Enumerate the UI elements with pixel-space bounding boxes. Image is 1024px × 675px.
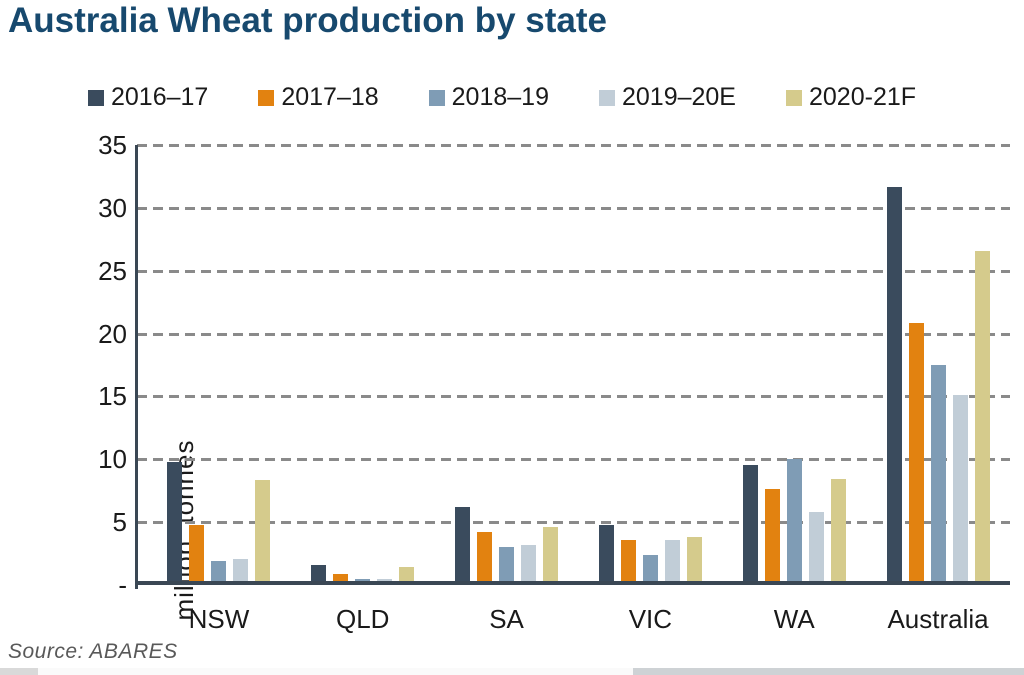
legend-item-2019–20E: 2019–20E [598, 83, 736, 112]
y-axis-line [135, 145, 138, 589]
legend-label: 2017–18 [281, 83, 379, 111]
bar-group-QLD [291, 145, 435, 585]
bar-VIC-2017–18 [620, 539, 636, 585]
x-axis-line [135, 581, 1010, 585]
legend-item-2017–18: 2017–18 [258, 83, 379, 112]
bottom-strip [0, 668, 1024, 675]
bar-Australia-2016–17 [886, 187, 902, 585]
y-tick-label-25: 25 [98, 255, 127, 286]
legend-swatch-icon [88, 89, 104, 106]
bar-Australia-2017–18 [908, 323, 924, 585]
y-tick-label-5: 5 [112, 507, 127, 538]
bar-VIC-2019–20E [664, 539, 680, 585]
bar-group-VIC [578, 145, 722, 585]
legend-swatch-icon [598, 89, 615, 106]
bar-Australia-2018–19 [930, 364, 946, 585]
gridline-25 [137, 269, 1010, 273]
legend: 2016–17 2017–18 2018–19 2019–20E 2020-21F [88, 83, 916, 112]
gridline-35 [137, 144, 1010, 147]
x-axis-label-QLD: QLD [336, 604, 390, 634]
bar-group-Australia [866, 145, 1010, 585]
legend-item-2016–17: 2016–17 [88, 83, 208, 112]
bar-SA-2018–19 [499, 547, 515, 585]
bottom-strip-right-segment [633, 668, 1024, 675]
x-axis-label-WA: WA [773, 604, 815, 634]
bar-VIC-2020-21F [686, 537, 702, 585]
bar-SA-2020-21F [543, 527, 559, 585]
x-axis-label-SA: SA [489, 604, 524, 634]
chart-title: Australia Wheat production by state [8, 1, 607, 40]
gridline-20 [137, 332, 1010, 336]
bar-QLD-2017–18 [333, 573, 349, 585]
bar-WA-2016–17 [742, 464, 758, 585]
y-tick-label-30: 30 [98, 192, 127, 223]
bar-NSW-2018–19 [211, 561, 227, 585]
legend-swatch-icon [258, 89, 275, 106]
legend-swatch-icon [428, 89, 445, 106]
legend-item-2018–19: 2018–19 [428, 83, 549, 112]
plot-area: million tonnes [135, 144, 1010, 621]
y-tick-label-35: 35 [98, 130, 127, 160]
legend-swatch-icon [786, 89, 802, 106]
bar-VIC-2018–19 [642, 554, 658, 585]
y-tick-label-20: 20 [98, 318, 127, 349]
bar-SA-2016–17 [455, 507, 471, 585]
y-tick-label-15: 15 [98, 381, 127, 412]
bar-VIC-2016–17 [598, 524, 614, 585]
bar-QLD-2016–17 [311, 564, 327, 585]
bar-Australia-2020-21F [974, 250, 990, 585]
legend-item-2020-21F: 2020-21F [786, 83, 916, 112]
x-axis-labels: NSW QLD SA VIC WA Australia [137, 604, 1010, 635]
x-axis-label-Australia: Australia [887, 604, 989, 634]
y-tick-label-10: 10 [98, 444, 127, 475]
bar-WA-2019–20E [808, 512, 824, 585]
legend-label: 2020-21F [809, 83, 917, 111]
gridline-30 [137, 206, 1010, 210]
gridline-5 [137, 521, 1010, 525]
legend-label: 2018–19 [451, 83, 549, 111]
x-axis-label-NSW: NSW [188, 604, 250, 634]
bar-SA-2017–18 [477, 532, 493, 585]
bar-Australia-2019–20E [952, 394, 968, 585]
bar-QLD-2020-21F [399, 567, 415, 585]
bar-WA-2018–19 [786, 458, 802, 585]
source-note: Source: ABARES [8, 640, 178, 663]
bar-SA-2019–20E [521, 544, 537, 585]
gridline-10 [137, 458, 1010, 462]
bar-NSW-2016–17 [167, 462, 183, 585]
bar-NSW-2020-21F [255, 479, 271, 585]
y-tick-label-0: - [118, 570, 127, 600]
gridline-15 [137, 395, 1010, 399]
bar-NSW-2019–20E [233, 558, 249, 585]
bar-WA-2020-21F [830, 478, 846, 585]
bar-NSW-2017–18 [189, 524, 205, 585]
legend-label: 2019–20E [621, 83, 736, 111]
x-axis-label-VIC: VIC [628, 604, 673, 634]
bar-group-SA [435, 145, 579, 585]
bar-group-NSW [147, 145, 291, 585]
legend-label: 2016–17 [111, 83, 209, 111]
bar-groups [137, 145, 1010, 585]
bar-WA-2017–18 [764, 488, 780, 585]
bar-group-WA [722, 145, 866, 585]
bottom-strip-left-segment [0, 668, 38, 675]
